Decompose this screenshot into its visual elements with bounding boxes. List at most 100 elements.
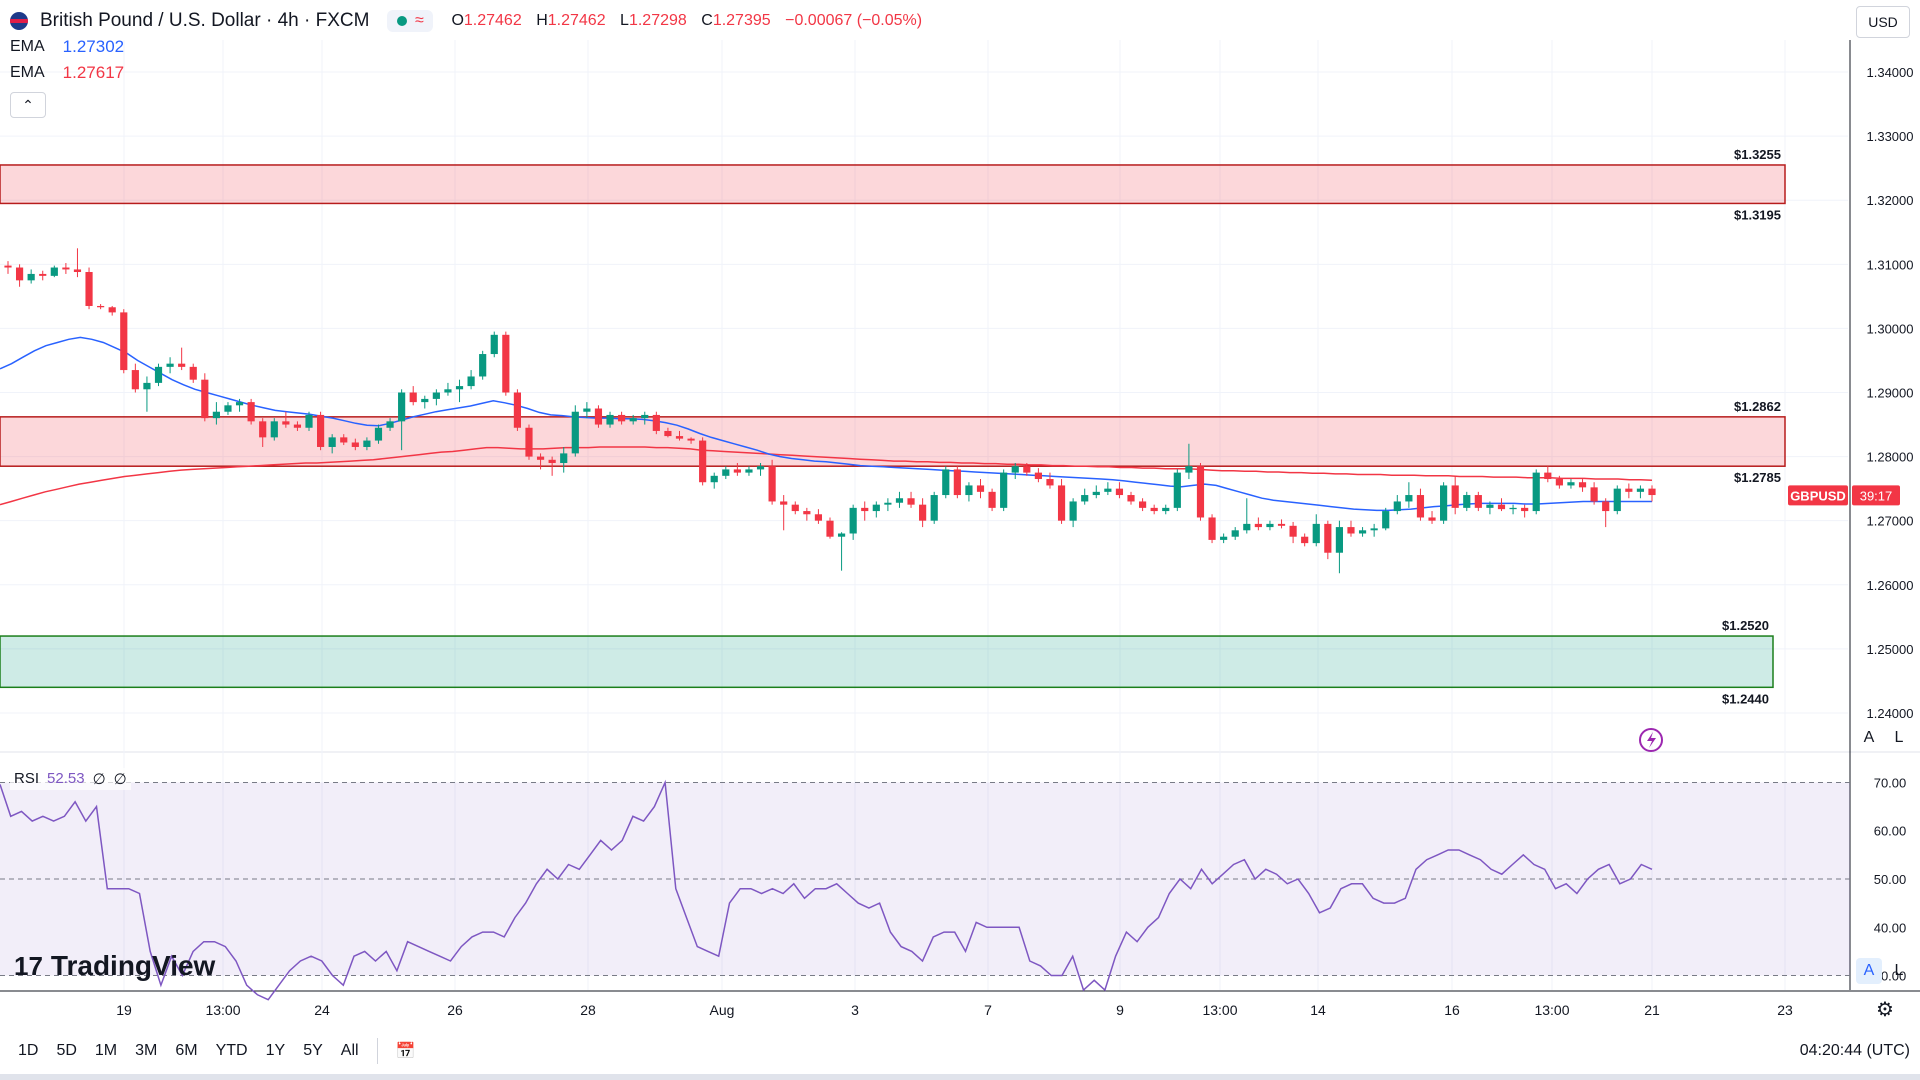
candle-body	[409, 392, 417, 403]
candle-body	[85, 272, 93, 306]
candle-body	[1602, 501, 1610, 512]
countdown-tag	[1852, 485, 1900, 506]
candle-body	[259, 421, 267, 438]
candle-body	[965, 485, 973, 496]
footer-bar	[0, 1074, 1920, 1080]
close-label: C	[701, 12, 713, 29]
candle-body	[374, 427, 383, 441]
range-all-button[interactable]: All	[340, 1042, 359, 1059]
range-1d-button[interactable]: 1D	[18, 1042, 39, 1059]
rsi-log-scale-button[interactable]: L	[1894, 962, 1904, 979]
candle-body	[189, 366, 197, 380]
lightning-icon	[1639, 728, 1663, 752]
candle-body	[120, 312, 128, 371]
rsi-band	[0, 782, 1850, 976]
candle-body	[1231, 530, 1239, 537]
price-tick-label: 1.29000	[1867, 386, 1914, 401]
candle-body	[629, 418, 637, 422]
candle-body	[1011, 466, 1019, 473]
calendar-icon[interactable]: 📅	[395, 1043, 416, 1060]
symbol-title[interactable]: British Pound / U.S. Dollar · 4h · FXCM	[40, 10, 370, 31]
candle-body	[1301, 536, 1309, 544]
candlestick-series	[4, 248, 1656, 574]
currency-button[interactable]: USD	[1856, 6, 1910, 38]
zone-bottom-label: $1.2440	[1722, 691, 1769, 706]
candle-body	[39, 273, 47, 276]
candle-body	[884, 502, 892, 505]
candle-body	[1139, 501, 1147, 508]
candle-body	[675, 436, 684, 439]
candle-body	[1104, 488, 1112, 492]
range-ytd-button[interactable]: YTD	[215, 1042, 248, 1059]
candle-body	[479, 354, 487, 377]
candle-body	[1150, 507, 1158, 512]
range-5d-button[interactable]: 5D	[56, 1042, 77, 1059]
time-tick-label: 13:00	[1202, 1002, 1237, 1018]
rsi-auto-scale-button[interactable]: A	[1856, 958, 1882, 984]
ema-slow-label: EMA	[10, 64, 45, 81]
symbol-row: British Pound / U.S. Dollar · 4h · FXCM …	[10, 8, 932, 34]
candle-body	[1486, 504, 1494, 508]
candle-body	[1463, 495, 1471, 508]
candle-body	[826, 520, 834, 537]
market-open-dot-icon	[397, 16, 408, 26]
candle-body	[1405, 495, 1413, 502]
utc-clock[interactable]: 04:20:44 (UTC)	[1799, 1042, 1910, 1059]
rsi-value: 52.53	[47, 770, 85, 787]
range-1m-button[interactable]: 1M	[94, 1042, 118, 1059]
time-tick-label: Aug	[710, 1002, 735, 1018]
candle-body	[1196, 466, 1205, 518]
candle-body	[1544, 472, 1552, 480]
candle-body	[791, 504, 799, 512]
candle-body	[1532, 472, 1540, 512]
ema-fast-legend[interactable]: EMA 1.27302	[10, 34, 932, 60]
candle-body	[942, 469, 950, 496]
market-status-badge[interactable]: ≈	[387, 10, 434, 32]
candle-body	[1567, 482, 1575, 486]
rsi-tick-label: 50.00	[1874, 872, 1907, 887]
candle-body	[664, 430, 672, 437]
candle-body	[1266, 523, 1274, 528]
price-axis[interactable]: 1.34000 1.33000 1.32000 1.31000 1.30000 1.290…	[1849, 40, 1914, 990]
range-6m-button[interactable]: 6M	[175, 1042, 198, 1059]
rsi-extra-2: ∅	[113, 771, 127, 788]
range-5y-button[interactable]: 5Y	[303, 1042, 323, 1059]
price-tick-label: 1.32000	[1867, 193, 1914, 208]
log-scale-button[interactable]: L	[1894, 729, 1904, 746]
rsi-extra-1: ∅	[92, 771, 106, 788]
candle-body	[282, 421, 290, 425]
rsi-legend[interactable]: RSI 52.53 ∅ ∅	[10, 768, 131, 790]
countdown-label: 39:17	[1860, 488, 1893, 503]
auto-scale-button[interactable]: A	[1863, 729, 1875, 746]
candle-body	[1277, 523, 1286, 526]
chart-legend: British Pound / U.S. Dollar · 4h · FXCM …	[10, 8, 932, 118]
time-axis[interactable]: 19 13:00 24 26 28 Aug 3 7 9 13:00 14 16 13:00 21 23	[116, 1002, 1793, 1018]
candle-body	[976, 485, 985, 492]
candle-body	[1208, 517, 1216, 540]
tradingview-name: TradingView	[50, 950, 216, 981]
candle-body	[1521, 507, 1529, 512]
price-tick-label: 1.31000	[1867, 257, 1914, 272]
settings-gear-icon[interactable]: ⚙	[1876, 998, 1894, 1021]
ema-slow-legend[interactable]: EMA 1.27617	[10, 60, 932, 86]
collapse-legend-button[interactable]: ⌃	[10, 92, 46, 118]
price-tick-label: 1.27000	[1867, 514, 1914, 529]
range-1y-button[interactable]: 1Y	[265, 1042, 286, 1059]
candle-body	[919, 504, 927, 521]
candle-body	[1416, 495, 1425, 518]
candle-body	[421, 398, 429, 403]
candle-body	[1648, 488, 1656, 496]
time-tick-label: 21	[1644, 1002, 1660, 1018]
candle-body	[432, 392, 440, 399]
time-tick-label: 7	[984, 1002, 992, 1018]
zone-top-label: $1.2862	[1734, 399, 1781, 414]
candle-body	[1590, 487, 1598, 502]
candle-body	[1312, 523, 1320, 544]
zone-bottom-label: $1.2785	[1734, 470, 1781, 485]
range-3m-button[interactable]: 3M	[135, 1042, 158, 1059]
candle-body	[1185, 466, 1193, 473]
rsi-tick-label: 60.00	[1874, 824, 1907, 839]
tradingview-logo[interactable]: 17 TradingView	[14, 950, 215, 982]
